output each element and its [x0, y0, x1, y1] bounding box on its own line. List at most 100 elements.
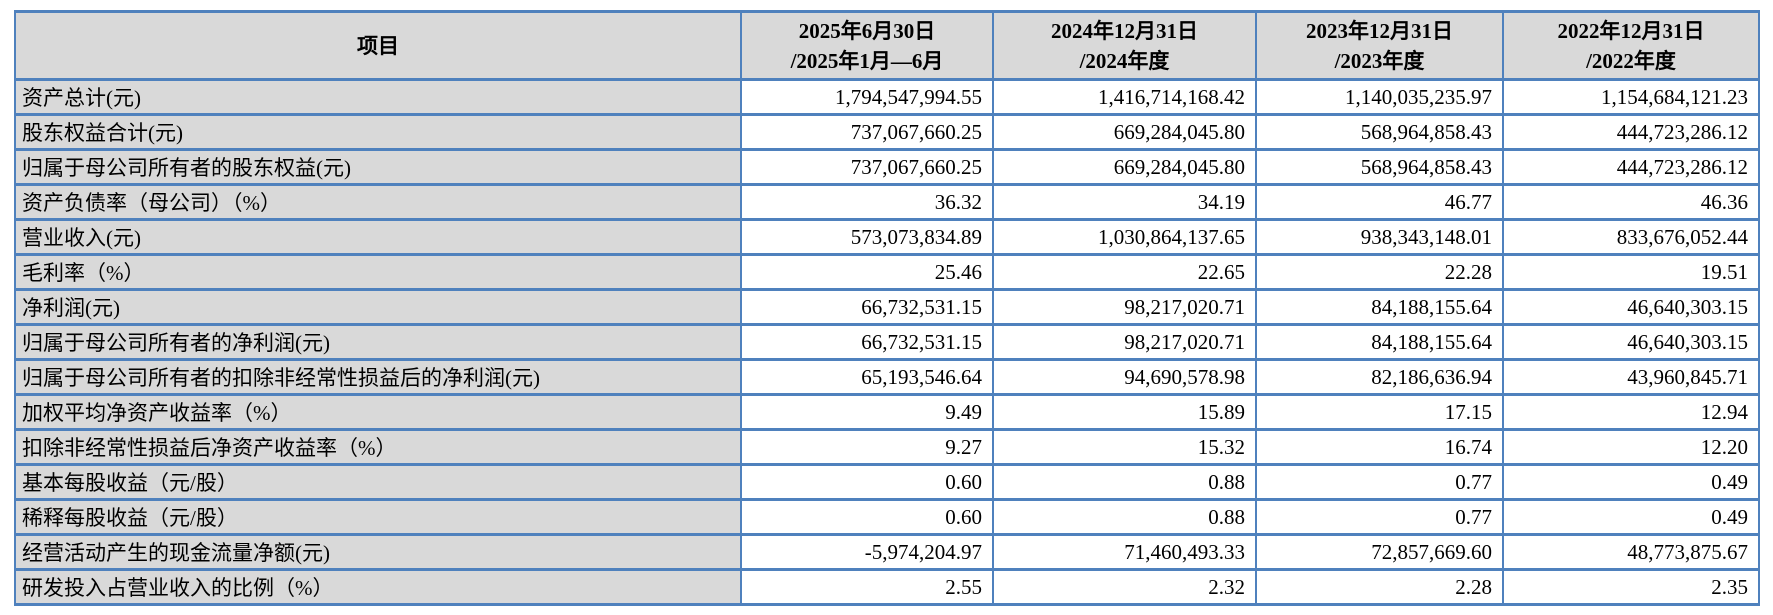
- table-row: 股东权益合计(元) 737,067,660.25 669,284,045.80 568…: [14, 113, 1760, 151]
- row-label: 加权平均净资产收益率（%）: [14, 393, 742, 431]
- cell-value: 94,690,578.98: [992, 358, 1257, 396]
- period-header-line1: 2022年12月31日: [1557, 18, 1705, 43]
- row-label: 股东权益合计(元): [14, 113, 742, 151]
- cell-value: 16.74: [1255, 428, 1504, 466]
- cell-value: -5,974,204.97: [740, 533, 994, 571]
- period-header-line2: /2022年度: [1586, 48, 1676, 73]
- column-header-item: 项目: [14, 10, 742, 81]
- cell-value: 2.35: [1502, 568, 1760, 606]
- cell-value: 1,794,547,994.55: [740, 78, 994, 116]
- row-label: 研发投入占营业收入的比例（%）: [14, 568, 742, 606]
- cell-value: 2.55: [740, 568, 994, 606]
- cell-value: 84,188,155.64: [1255, 323, 1504, 361]
- row-label: 扣除非经常性损益后净资产收益率（%）: [14, 428, 742, 466]
- table-row: 毛利率（%） 25.46 22.65 22.28 19.51: [14, 253, 1760, 291]
- cell-value: 12.94: [1502, 393, 1760, 431]
- cell-value: 65,193,546.64: [740, 358, 994, 396]
- cell-value: 0.49: [1502, 498, 1760, 536]
- cell-value: 22.28: [1255, 253, 1504, 291]
- column-header-period-3: 2023年12月31日/2023年度: [1255, 10, 1504, 81]
- row-label: 归属于母公司所有者的扣除非经常性损益后的净利润(元): [14, 358, 742, 396]
- cell-value: 34.19: [992, 183, 1257, 221]
- period-header-line1: 2025年6月30日: [798, 18, 936, 43]
- cell-value: 444,723,286.12: [1502, 113, 1760, 151]
- table-row: 净利润(元) 66,732,531.15 98,217,020.71 84,188,1…: [14, 288, 1760, 326]
- period-header-line1: 2024年12月31日: [1051, 18, 1198, 43]
- row-label: 毛利率（%）: [14, 253, 742, 291]
- cell-value: 19.51: [1502, 253, 1760, 291]
- period-header-line2: /2023年度: [1334, 48, 1425, 73]
- table-row: 资产负债率（母公司）（%） 36.32 34.19 46.77 46.36: [14, 183, 1760, 221]
- cell-value: 2.28: [1255, 568, 1504, 606]
- cell-value: 0.60: [740, 498, 994, 536]
- cell-value: 0.77: [1255, 463, 1504, 501]
- cell-value: 98,217,020.71: [992, 323, 1257, 361]
- cell-value: 72,857,669.60: [1255, 533, 1504, 571]
- cell-value: 2.32: [992, 568, 1257, 606]
- period-header-line1: 2023年12月31日: [1306, 18, 1453, 43]
- cell-value: 669,284,045.80: [992, 148, 1257, 186]
- row-label: 营业收入(元): [14, 218, 742, 256]
- cell-value: 98,217,020.71: [992, 288, 1257, 326]
- row-label: 资产负债率（母公司）（%）: [14, 183, 742, 221]
- cell-value: 66,732,531.15: [740, 288, 994, 326]
- cell-value: 9.27: [740, 428, 994, 466]
- table-row: 研发投入占营业收入的比例（%） 2.55 2.32 2.28 2.35: [14, 568, 1760, 606]
- table-row: 营业收入(元) 573,073,834.89 1,030,864,137.65 938…: [14, 218, 1760, 256]
- financial-summary-table: 项目 2025年6月30日/2025年1月—6月 2024年12月31日/2024…: [14, 10, 1760, 606]
- cell-value: 82,186,636.94: [1255, 358, 1504, 396]
- cell-value: 669,284,045.80: [992, 113, 1257, 151]
- cell-value: 9.49: [740, 393, 994, 431]
- cell-value: 17.15: [1255, 393, 1504, 431]
- cell-value: 15.32: [992, 428, 1257, 466]
- cell-value: 737,067,660.25: [740, 148, 994, 186]
- financial-summary-section: 项目 2025年6月30日/2025年1月—6月 2024年12月31日/2024…: [14, 10, 1760, 606]
- row-label: 经营活动产生的现金流量净额(元): [14, 533, 742, 571]
- row-label: 归属于母公司所有者的净利润(元): [14, 323, 742, 361]
- cell-value: 444,723,286.12: [1502, 148, 1760, 186]
- header-row: 项目 2025年6月30日/2025年1月—6月 2024年12月31日/2024…: [14, 10, 1760, 81]
- cell-value: 22.65: [992, 253, 1257, 291]
- cell-value: 46.77: [1255, 183, 1504, 221]
- cell-value: 1,140,035,235.97: [1255, 78, 1504, 116]
- cell-value: 46.36: [1502, 183, 1760, 221]
- table-row: 归属于母公司所有者的扣除非经常性损益后的净利润(元) 65,193,546.64 9…: [14, 358, 1760, 396]
- table-row: 经营活动产生的现金流量净额(元) -5,974,204.97 71,460,493.…: [14, 533, 1760, 571]
- cell-value: 1,030,864,137.65: [992, 218, 1257, 256]
- cell-value: 43,960,845.71: [1502, 358, 1760, 396]
- table-row: 归属于母公司所有者的净利润(元) 66,732,531.15 98,217,020.…: [14, 323, 1760, 361]
- cell-value: 0.88: [992, 463, 1257, 501]
- row-label: 稀释每股收益（元/股）: [14, 498, 742, 536]
- cell-value: 71,460,493.33: [992, 533, 1257, 571]
- row-label: 净利润(元): [14, 288, 742, 326]
- cell-value: 66,732,531.15: [740, 323, 994, 361]
- cell-value: 737,067,660.25: [740, 113, 994, 151]
- cell-value: 833,676,052.44: [1502, 218, 1760, 256]
- row-label: 资产总计(元): [14, 78, 742, 116]
- cell-value: 48,773,875.67: [1502, 533, 1760, 571]
- cell-value: 0.88: [992, 498, 1257, 536]
- cell-value: 0.77: [1255, 498, 1504, 536]
- table-row: 资产总计(元) 1,794,547,994.55 1,416,714,168.42 1…: [14, 78, 1760, 116]
- row-label: 基本每股收益（元/股）: [14, 463, 742, 501]
- column-header-period-1: 2025年6月30日/2025年1月—6月: [740, 10, 994, 81]
- cell-value: 12.20: [1502, 428, 1760, 466]
- table-row: 基本每股收益（元/股） 0.60 0.88 0.77 0.49: [14, 463, 1760, 501]
- column-header-period-4: 2022年12月31日/2022年度: [1502, 10, 1760, 81]
- cell-value: 568,964,858.43: [1255, 113, 1504, 151]
- cell-value: 938,343,148.01: [1255, 218, 1504, 256]
- cell-value: 46,640,303.15: [1502, 323, 1760, 361]
- table-row: 稀释每股收益（元/股） 0.60 0.88 0.77 0.49: [14, 498, 1760, 536]
- table-row: 扣除非经常性损益后净资产收益率（%） 9.27 15.32 16.74 12.20: [14, 428, 1760, 466]
- row-label: 归属于母公司所有者的股东权益(元): [14, 148, 742, 186]
- cell-value: 25.46: [740, 253, 994, 291]
- cell-value: 46,640,303.15: [1502, 288, 1760, 326]
- cell-value: 573,073,834.89: [740, 218, 994, 256]
- period-header-line2: /2024年度: [1079, 48, 1170, 73]
- column-header-period-2: 2024年12月31日/2024年度: [992, 10, 1257, 81]
- cell-value: 1,154,684,121.23: [1502, 78, 1760, 116]
- cell-value: 36.32: [740, 183, 994, 221]
- cell-value: 0.60: [740, 463, 994, 501]
- cell-value: 0.49: [1502, 463, 1760, 501]
- table-row: 加权平均净资产收益率（%） 9.49 15.89 17.15 12.94: [14, 393, 1760, 431]
